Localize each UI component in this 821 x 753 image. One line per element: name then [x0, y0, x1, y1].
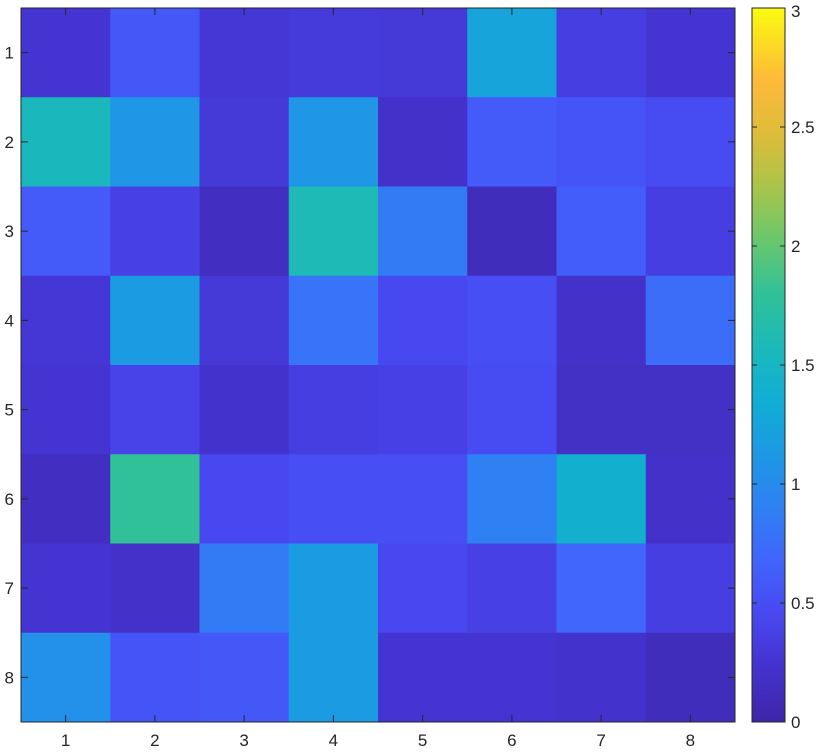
heatmap-cell-r4-c8 [645, 275, 736, 366]
heatmap-cell-r1-c2 [110, 8, 200, 98]
heatmap-cell-r5-c3 [199, 365, 290, 455]
heatmap-cell-r6-c1 [21, 454, 111, 544]
heatmap-cell-r4-c1 [21, 275, 111, 366]
heatmap-cell-r2-c4 [288, 97, 379, 187]
heatmap-cell-r4-c7 [556, 275, 647, 366]
heatmap-cell-r7-c6 [467, 543, 557, 634]
colorbar-tick-label: 3 [791, 2, 800, 21]
x-tick-label: 4 [329, 731, 338, 750]
heatmap-cell-r7-c4 [288, 543, 379, 634]
heatmap-cell-r7-c2 [110, 543, 200, 634]
y-tick-label: 8 [5, 668, 14, 687]
heatmap-cell-r1-c1 [21, 8, 111, 98]
heatmap-cell-r6-c2 [110, 454, 200, 544]
heatmap-cell-r6-c5 [378, 454, 468, 544]
colorbar-tick-label: 0 [791, 713, 800, 732]
heatmap-cell-r4-c3 [199, 275, 290, 366]
heatmap-cell-r3-c7 [556, 186, 647, 277]
heatmap-cell-r4-c6 [467, 275, 557, 366]
heatmap-cell-r1-c3 [199, 8, 290, 98]
heatmap-cell-r8-c7 [556, 632, 647, 723]
heatmap-cell-r5-c6 [467, 365, 557, 455]
heatmap-cell-r8-c8 [645, 632, 736, 723]
heatmap-cell-r2-c1 [21, 97, 111, 187]
heatmap-cell-r5-c2 [110, 365, 200, 455]
heatmap-cell-r2-c7 [556, 97, 647, 187]
heatmap-cell-r7-c8 [645, 543, 736, 634]
heatmap-cell-r3-c6 [467, 186, 557, 277]
heatmap-cell-r3-c1 [21, 186, 111, 277]
heatmap-cell-r6-c3 [199, 454, 290, 544]
colorbar-tick-label: 2 [791, 237, 800, 256]
heatmap-cell-r8-c5 [378, 632, 468, 723]
heatmap-cell-r4-c5 [378, 275, 468, 366]
heatmap-cell-r5-c7 [556, 365, 647, 455]
x-tick-label: 7 [596, 731, 605, 750]
plot-frame [20, 7, 736, 723]
heatmap-cells [21, 8, 736, 723]
colorbar [751, 7, 786, 723]
heatmap-cell-r4-c2 [110, 275, 200, 366]
y-tick-label: 3 [5, 222, 14, 241]
heatmap-cell-r3-c2 [110, 186, 200, 277]
y-tick-label: 5 [5, 401, 14, 420]
colorbar-tick-label: 1 [791, 475, 800, 494]
heatmap-cell-r3-c5 [378, 186, 468, 277]
heatmap-cell-r8-c2 [110, 632, 200, 723]
heatmap-cell-r7-c7 [556, 543, 647, 634]
heatmap-cell-r2-c2 [110, 97, 200, 187]
y-tick-label: 6 [5, 490, 14, 509]
y-axis: 1 2 3 4 5 6 7 8 [5, 44, 735, 687]
heatmap-cell-r6-c7 [556, 454, 647, 544]
colorbar-tick-label: 0.5 [791, 594, 815, 613]
x-tick-label: 6 [507, 731, 516, 750]
heatmap-cell-r1-c5 [378, 8, 468, 98]
heatmap-cell-r2-c8 [645, 97, 736, 187]
x-tick-label: 1 [61, 731, 70, 750]
heatmap-cell-r5-c8 [645, 365, 736, 455]
heatmap-cell-r5-c4 [288, 365, 379, 455]
y-tick-label: 7 [5, 579, 14, 598]
heatmap-cell-r5-c1 [21, 365, 111, 455]
x-tick-label: 3 [239, 731, 248, 750]
heatmap-cell-r8-c3 [199, 632, 290, 723]
heatmap-cell-r2-c5 [378, 97, 468, 187]
heatmap-cell-r4-c4 [288, 275, 379, 366]
heatmap-cell-r1-c4 [288, 8, 379, 98]
heatmap-cell-r3-c3 [199, 186, 290, 277]
y-tick-label: 4 [5, 311, 14, 330]
heatmap-cell-r8-c4 [288, 632, 379, 723]
x-axis: 1 2 3 4 5 6 7 8 [61, 8, 695, 750]
heatmap-cell-r6-c8 [645, 454, 736, 544]
colorbar-tick-label: 1.5 [791, 356, 815, 375]
heatmap-cell-r2-c3 [199, 97, 290, 187]
y-tick-label: 1 [5, 44, 14, 63]
heatmap-cell-r3-c4 [288, 186, 379, 277]
heatmap-cell-r7-c5 [378, 543, 468, 634]
heatmap-cell-r1-c6 [467, 8, 557, 98]
colorbar-tick-label: 2.5 [791, 118, 815, 137]
heatmap-cell-r5-c5 [378, 365, 468, 455]
heatmap-cell-r1-c7 [556, 8, 647, 98]
colorbar-ticks: 0 0.5 1 1.5 2 2.5 3 [752, 2, 815, 732]
x-tick-label: 2 [150, 731, 159, 750]
heatmap-cell-r6-c4 [288, 454, 379, 544]
heatmap-cell-r2-c6 [467, 97, 557, 187]
x-tick-label: 5 [418, 731, 427, 750]
heatmap-cell-r3-c8 [645, 186, 736, 277]
heatmap-cell-r7-c1 [21, 543, 111, 634]
heatmap-cell-r1-c8 [645, 8, 736, 98]
y-tick-label: 2 [5, 133, 14, 152]
heatmap-cell-r8-c6 [467, 632, 557, 723]
x-tick-label: 8 [686, 731, 695, 750]
heatmap-cell-r6-c6 [467, 454, 557, 544]
heatmap-cell-r8-c1 [21, 632, 111, 723]
heatmap-cell-r7-c3 [199, 543, 290, 634]
